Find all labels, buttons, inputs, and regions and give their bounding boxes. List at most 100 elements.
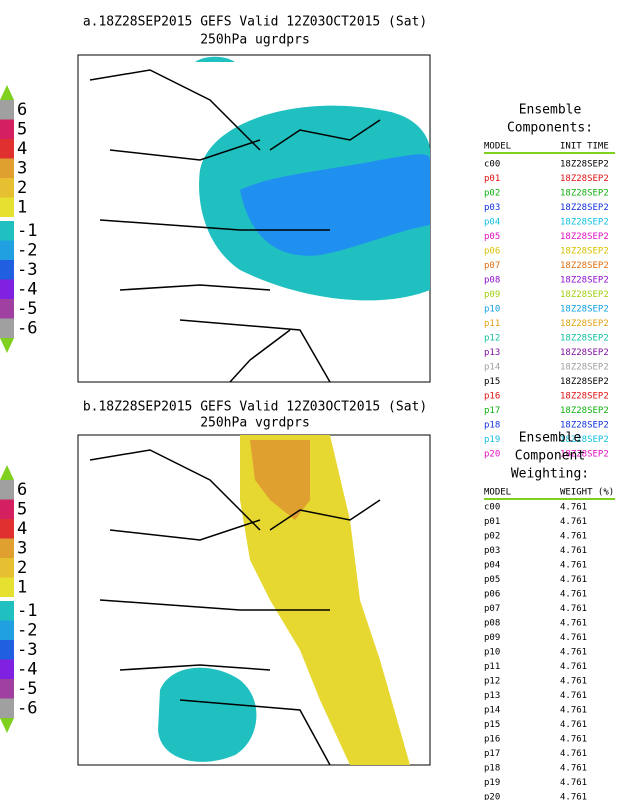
model: p03 [484,203,500,213]
model: p01 [484,174,500,184]
weight: 4.761 [560,561,587,571]
init-time: 18Z28SEP2 [560,232,609,242]
panel-title: a.18Z28SEP2015 GEFS Valid 12Z03OCT2015 (… [83,15,427,30]
colorbar-segment [0,577,14,597]
model: p02 [484,532,500,542]
map-b [77,434,431,766]
weight: 4.761 [560,764,587,774]
colorbar-label: 3 [17,158,27,178]
model: p12 [484,334,500,344]
init-time: 18Z28SEP2 [560,276,609,286]
init-time: 18Z28SEP2 [560,189,609,199]
colorbar-segment [0,119,14,139]
colorbar-segment [0,499,14,519]
model: p19 [484,435,500,445]
colorbar-label: 1 [17,577,27,597]
colorbar-label: 4 [17,139,27,159]
model: p10 [484,648,500,658]
colorbar-label: -3 [17,260,37,280]
colorbar-label: 4 [17,519,27,539]
colorbar-label: -1 [17,221,37,241]
model: p06 [484,247,500,257]
colorbar-segment [0,158,14,178]
colorbar-arrow [0,718,14,733]
colorbar-segment [0,640,14,660]
weight: 4.761 [560,575,587,585]
colorbar-segment [0,679,14,699]
init-time: 18Z28SEP2 [560,174,609,184]
init-time: 18Z28SEP2 [560,377,609,387]
model: p06 [484,590,500,600]
weight: 4.761 [560,532,587,542]
colorbar-segment [0,698,14,718]
weight: 4.761 [560,778,587,788]
init-time: 18Z28SEP2 [560,435,609,445]
model: p17 [484,749,500,759]
table-title: Component [515,449,585,464]
weight: 4.761 [560,517,587,527]
colorbar-segment [0,197,14,217]
init-time: 18Z28SEP2 [560,334,609,344]
colorbar-label: -3 [17,640,37,660]
init-time: 18Z28SEP2 [560,392,609,402]
colorbar-label: 3 [17,538,27,558]
map-a [77,54,431,383]
colorbar-arrow [0,85,14,100]
init-time: 18Z28SEP2 [560,450,609,460]
weight: 4.761 [560,662,587,672]
model: p15 [484,377,500,387]
model: p07 [484,604,500,614]
colorbar-segment [0,178,14,198]
weight: 4.761 [560,677,587,687]
colorbar-label: -6 [17,698,37,718]
model: p09 [484,290,500,300]
model: p14 [484,363,500,373]
colorbar-segment [0,558,14,578]
model: p04 [484,218,500,228]
model: p09 [484,633,500,643]
weight: 4.761 [560,503,587,513]
colorbar-label: 6 [17,100,27,120]
colorbar-segment [0,318,14,338]
model: p18 [484,764,500,774]
model: p15 [484,720,500,730]
model: p05 [484,575,500,585]
colorbar-arrow [0,465,14,480]
model: p07 [484,261,500,271]
model: p13 [484,691,500,701]
model: p16 [484,735,500,745]
colorbar-label: -4 [17,279,37,299]
table-header: INIT TIME [560,142,609,152]
model: p11 [484,662,500,672]
colorbar-label: -4 [17,659,37,679]
init-time: 18Z28SEP2 [560,290,609,300]
weight: 4.761 [560,691,587,701]
model: p10 [484,305,500,315]
weight: 4.761 [560,735,587,745]
colorbar-label: -2 [17,620,37,640]
model: p20 [484,450,500,460]
model: p14 [484,706,500,716]
model: p03 [484,546,500,556]
table-title: Weighting: [511,467,589,482]
colorbar-segment [0,260,14,280]
model: c00 [484,503,500,513]
colorbar-segment [0,659,14,679]
model: p08 [484,619,500,629]
colorbar-arrow [0,338,14,353]
model: p13 [484,348,500,358]
model: p16 [484,392,500,402]
colorbar-segment [0,240,14,260]
table-title: Ensemble [519,431,582,446]
table-title: Components: [507,121,593,136]
weight: 4.761 [560,604,587,614]
colorbar-segment [0,480,14,500]
colorbar-label: -2 [17,240,37,260]
weight: 4.761 [560,619,587,629]
init-time: 18Z28SEP2 [560,160,609,170]
colorbar-label: -5 [17,679,37,699]
colorbar-label: 6 [17,480,27,500]
colorbar-segment [0,620,14,640]
colorbar-label: 2 [17,558,27,578]
